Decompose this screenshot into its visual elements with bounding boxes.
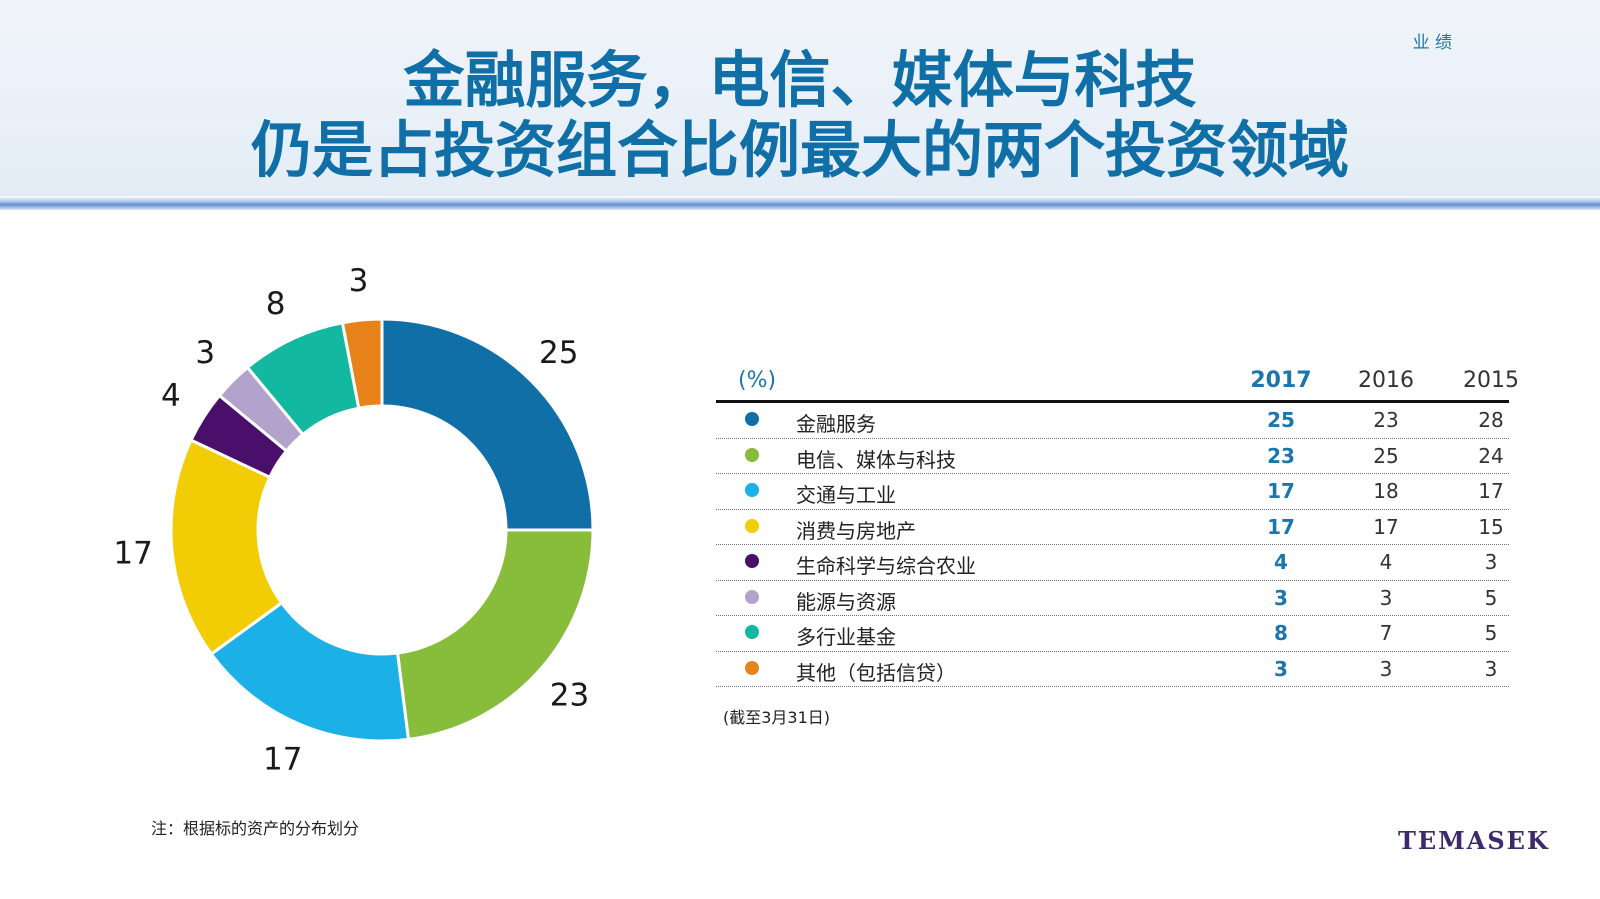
cell-value-2016: 3 — [1379, 585, 1393, 610]
cell-value-2016: 3 — [1379, 656, 1393, 681]
row-label: 其他（包括信贷） — [796, 660, 956, 685]
cell-value-2016: 25 — [1373, 443, 1399, 468]
cell-value-2015: 15 — [1478, 514, 1504, 539]
cell-value-2017: 3 — [1274, 585, 1288, 610]
cell-value-2016: 4 — [1379, 550, 1393, 574]
table-row: 多行业基金 8 7 5 — [716, 616, 1509, 652]
table-row: 生命科学与综合农业 4 4 3 — [716, 545, 1509, 581]
as-of-note: (截至3月31日) — [723, 708, 831, 727]
cell-value-2015: 24 — [1478, 443, 1504, 468]
donut-slice — [380, 317, 595, 532]
legend-dot — [745, 483, 759, 497]
cell-value-2015: 3 — [1484, 550, 1498, 574]
table-row: 电信、媒体与科技 23 25 24 — [716, 439, 1509, 474]
slice-value-label: 8 — [266, 286, 286, 322]
cell-value-2015: 28 — [1478, 408, 1504, 432]
cell-value-2015: 17 — [1478, 479, 1504, 503]
cell-value-2015: 3 — [1484, 656, 1498, 681]
table-row: 金融服务 25 23 28 — [716, 403, 1509, 439]
legend-dot — [745, 554, 759, 568]
legend-dot — [745, 589, 759, 604]
cell-value-2017: 3 — [1274, 656, 1288, 681]
row-label: 能源与资源 — [796, 589, 896, 614]
slice-value-label: 17 — [263, 741, 302, 777]
cell-value-2017: 25 — [1267, 408, 1295, 432]
slice-value-label: 3 — [349, 263, 369, 299]
row-label: 交通与工业 — [796, 483, 896, 507]
legend-dot — [745, 625, 759, 639]
table-row: 能源与资源 3 3 5 — [716, 581, 1509, 616]
table-body: 金融服务 25 23 28 电信、媒体与科技 23 25 24 交通与工业 17 18 17 消费与房地… — [716, 403, 1509, 687]
cell-value-2016: 23 — [1373, 408, 1399, 432]
legend-dot — [745, 447, 759, 462]
table-header: (%) 2017 2016 2015 — [716, 360, 1519, 400]
header-band — [0, 0, 1600, 200]
donut-slice — [395, 528, 595, 742]
slice-value-label: 23 — [550, 677, 589, 713]
row-label: 生命科学与综合农业 — [796, 554, 976, 578]
row-label: 电信、媒体与科技 — [796, 447, 956, 472]
cell-value-2017: 4 — [1274, 550, 1288, 574]
row-label: 多行业基金 — [796, 625, 896, 649]
temasek-logo: TEMASEK — [1398, 826, 1550, 855]
header-rule — [716, 400, 1509, 403]
row-label: 金融服务 — [796, 412, 876, 436]
header-divider — [0, 196, 1600, 210]
slice-value-label: 17 — [113, 536, 152, 572]
legend-dot — [745, 412, 759, 426]
title-line-2: 仍是占投资组合比例最大的两个投资领域 — [250, 115, 1349, 186]
table-row: 其他（包括信贷） 3 3 3 — [716, 652, 1509, 687]
cell-value-2017: 23 — [1267, 443, 1295, 468]
cell-value-2015: 5 — [1484, 621, 1498, 645]
legend-dot — [745, 518, 759, 533]
section-label: 业 绩 — [1412, 33, 1452, 53]
cell-value-2017: 17 — [1267, 514, 1295, 539]
row-label: 消费与房地产 — [796, 518, 916, 543]
title-line-1: 金融服务，电信、媒体与科技 — [403, 45, 1197, 116]
column-header-2015: 2015 — [1463, 368, 1519, 393]
table-row: 消费与房地产 17 17 15 — [716, 510, 1509, 545]
cell-value-2017: 17 — [1267, 479, 1295, 503]
cell-value-2016: 7 — [1379, 621, 1393, 645]
cell-value-2016: 17 — [1373, 514, 1399, 539]
legend-dot — [745, 660, 759, 675]
column-header-2016: 2016 — [1358, 368, 1414, 393]
unit-label: (%) — [738, 368, 777, 393]
slice-value-label: 4 — [161, 378, 181, 414]
portfolio-table: (%) 2017 2016 2015 金融服务 25 23 28 电信、媒体与科技 23 2… — [716, 360, 1519, 687]
cell-value-2015: 5 — [1484, 585, 1498, 610]
slice-value-label: 25 — [539, 335, 578, 371]
cell-value-2017: 8 — [1274, 621, 1288, 645]
slice-value-label: 3 — [195, 335, 215, 371]
page-title: 金融服务，电信、媒体与科技 仍是占投资组合比例最大的两个投资领域 — [0, 46, 1600, 186]
column-header-2017: 2017 — [1250, 368, 1312, 393]
footnote: 注：根据标的资产的分布划分 — [151, 819, 360, 838]
table-row: 交通与工业 17 18 17 — [716, 474, 1509, 510]
donut-slice — [340, 317, 384, 410]
cell-value-2016: 18 — [1373, 479, 1399, 503]
